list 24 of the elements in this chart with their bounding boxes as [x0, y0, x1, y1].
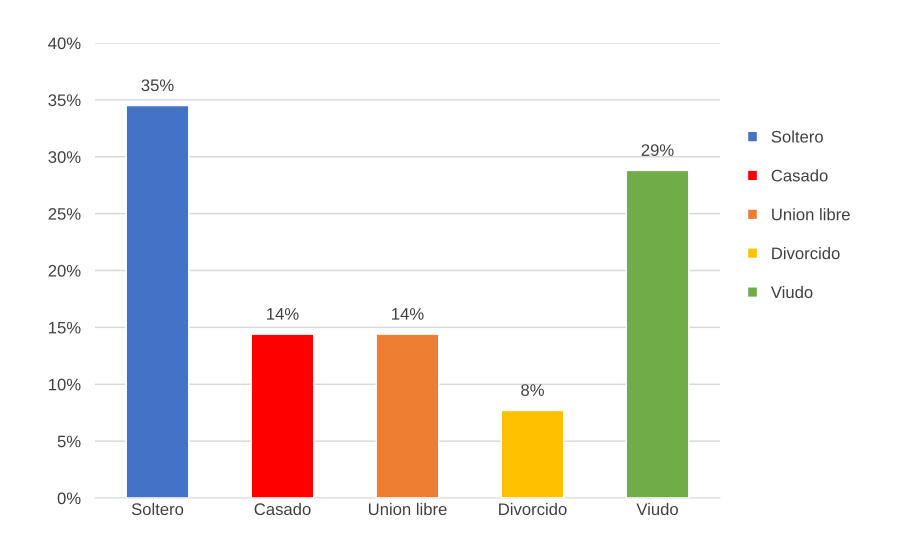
legend-label: Union libre	[772, 208, 850, 220]
x-tick-label: Casado	[254, 502, 311, 516]
x-tick-label: Union libre	[368, 502, 447, 516]
legend-label: Casado	[772, 169, 828, 182]
legend-label: Divorcido	[772, 247, 840, 260]
data-label: 35%	[141, 79, 174, 92]
y-tick-label: 40%	[48, 37, 81, 50]
y-tick-label: 35%	[48, 94, 81, 106]
data-label: 14%	[267, 308, 299, 320]
y-tick-label: 20%	[48, 264, 81, 277]
legend-label: Soltero	[772, 130, 823, 143]
x-tick-label: Divorcido	[499, 502, 567, 516]
y-tick-label: 0%	[58, 492, 81, 504]
x-tick-label: Soltero	[132, 502, 184, 516]
y-tick-label: 30%	[48, 151, 81, 163]
x-tick-label: Viudo	[636, 502, 678, 516]
y-tick-label: 15%	[49, 322, 81, 334]
y-tick-label: 10%	[49, 378, 81, 390]
data-label: 8%	[521, 384, 544, 396]
data-label: 14%	[392, 308, 424, 320]
data-label: 29%	[642, 144, 674, 156]
y-tick-label: 25%	[48, 208, 81, 220]
y-tick-label: 5%	[58, 436, 81, 448]
legend-label: Viudo	[770, 286, 812, 298]
